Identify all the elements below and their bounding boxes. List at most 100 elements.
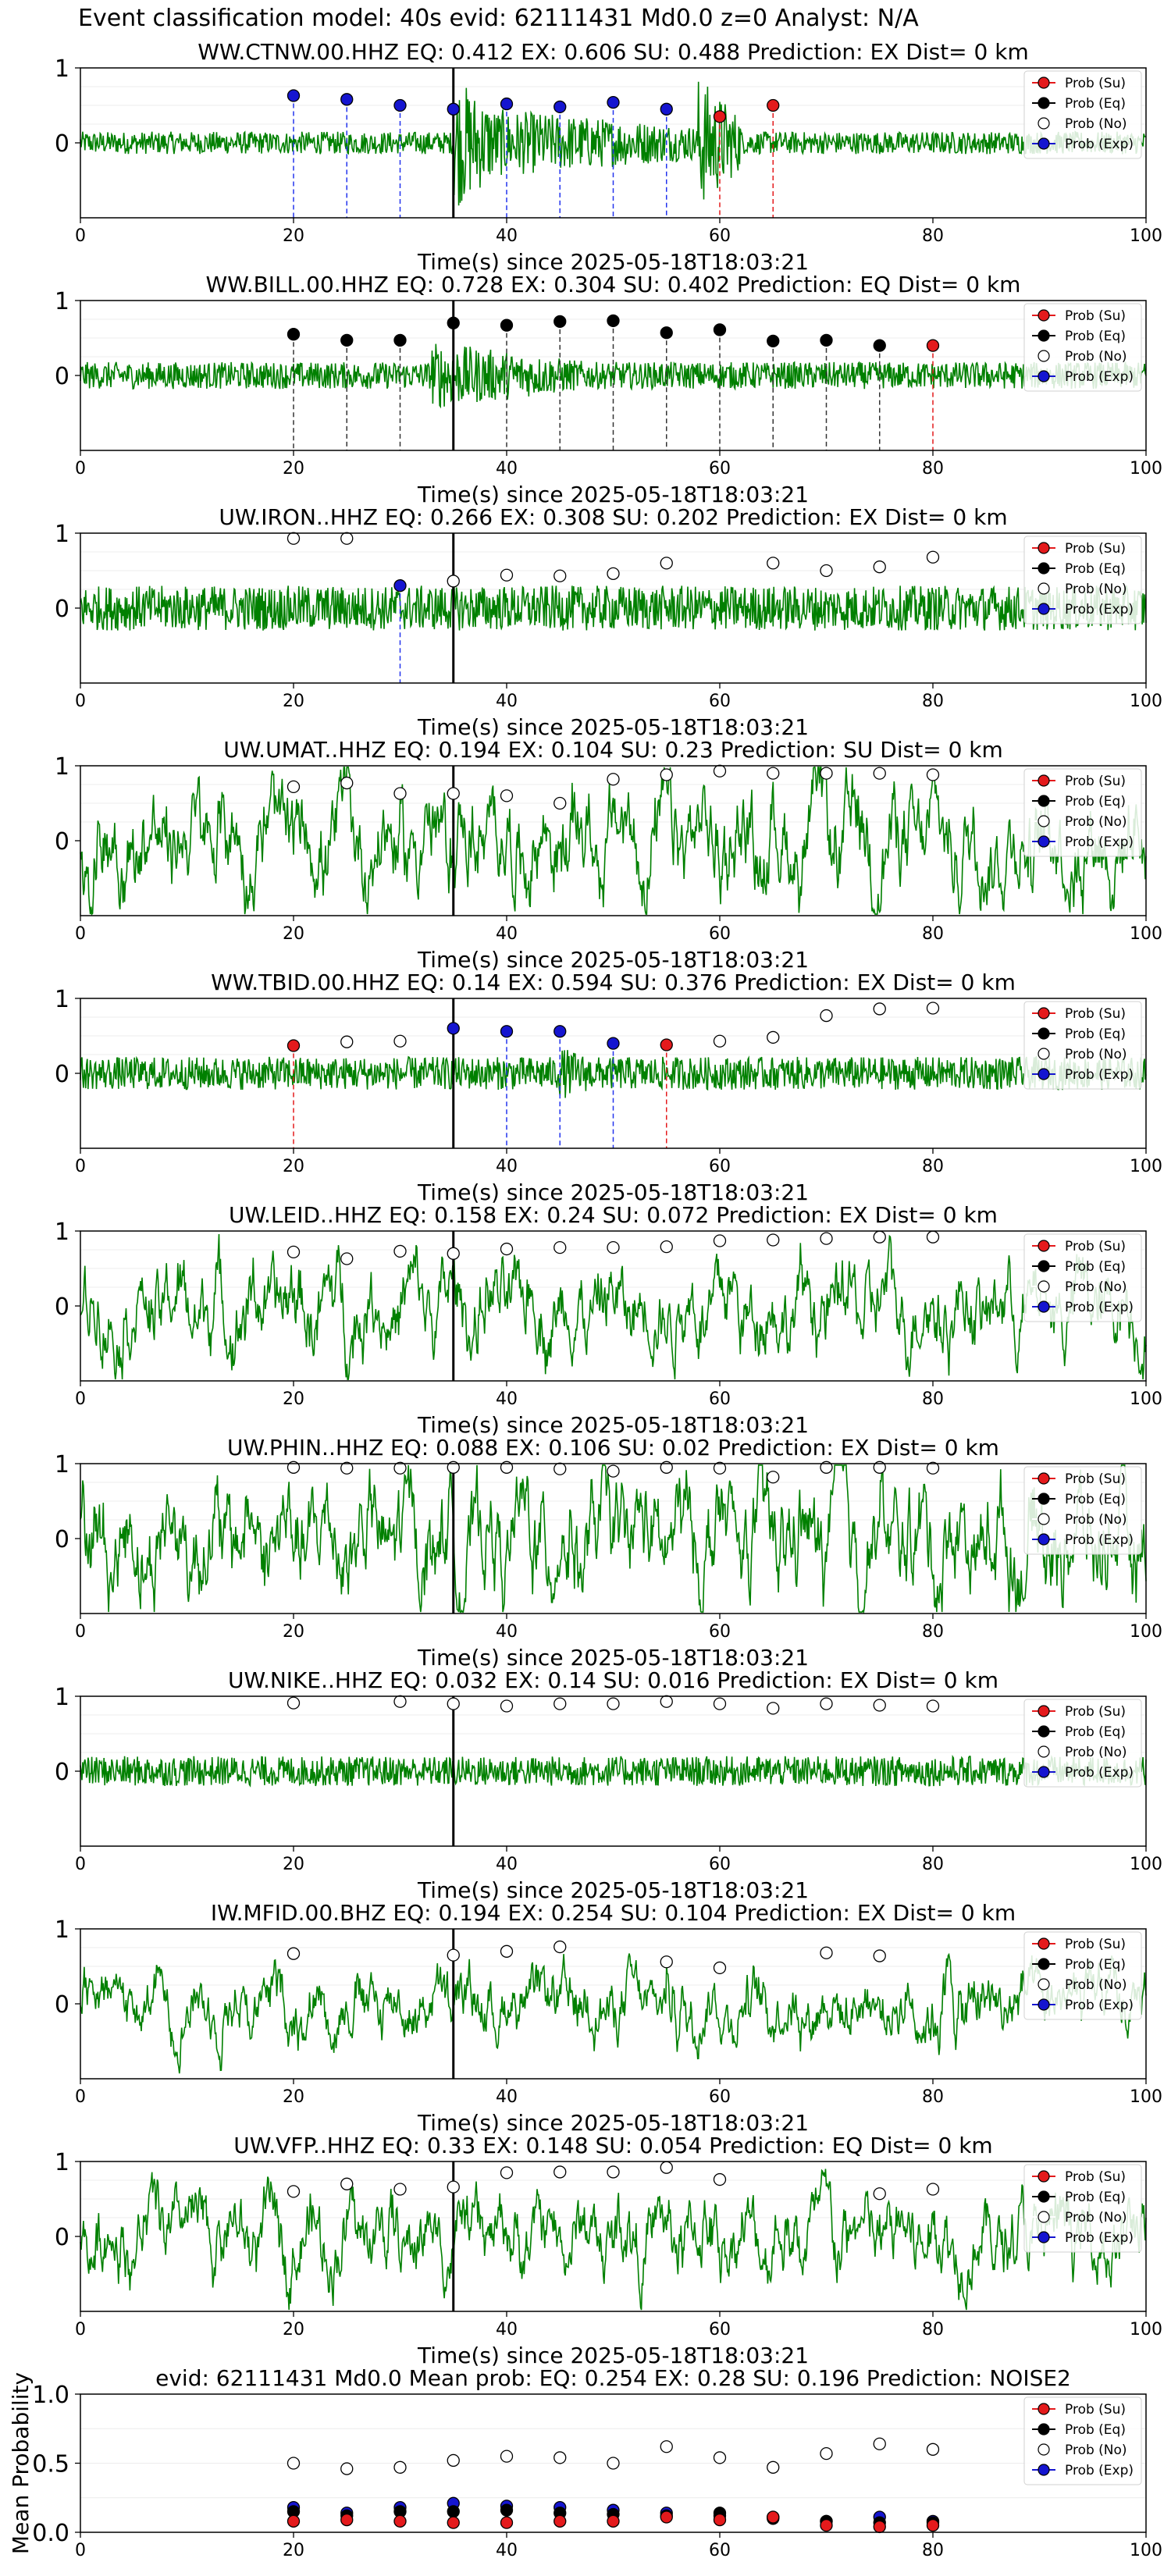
- legend-swatch-marker: [1038, 1705, 1050, 1717]
- x-tick-label: 100: [1130, 1389, 1162, 1409]
- legend-label: Prob (No): [1065, 349, 1127, 365]
- x-tick-label: 100: [1130, 2320, 1162, 2339]
- legend-swatch-marker: [1038, 562, 1050, 575]
- legend-label: Prob (Exp): [1065, 137, 1134, 152]
- legend-label: Prob (No): [1065, 814, 1127, 830]
- x-tick-label: 60: [709, 2320, 731, 2339]
- probability-point: [926, 2183, 940, 2196]
- legend-swatch-marker: [1038, 835, 1050, 848]
- x-tick-label: 0: [75, 2541, 86, 2560]
- probability-point: [820, 333, 833, 347]
- mean-probability-point: [287, 2514, 301, 2528]
- probability-point: [287, 1696, 301, 1710]
- legend-label: Prob (Exp): [1065, 1532, 1134, 1548]
- legend-swatch-marker: [1038, 350, 1050, 362]
- legend: Prob (Su) Prob (Eq) Prob (No) Prob (Exp): [1023, 768, 1142, 857]
- y-axis-label: Mean Probability: [8, 2372, 34, 2554]
- x-tick-label: 60: [709, 2087, 731, 2107]
- legend-swatch-marker: [1038, 1513, 1050, 1525]
- legend: Prob (Su) Prob (Eq) Prob (No) Prob (Exp): [1023, 2164, 1142, 2253]
- probability-point: [553, 2165, 567, 2179]
- x-tick-label: 20: [283, 459, 304, 479]
- y-tick-label: 1: [55, 1916, 69, 1944]
- y-tick-label: 0: [55, 363, 69, 390]
- legend-swatch-marker: [1038, 370, 1050, 382]
- probability-point: [340, 1252, 354, 1265]
- legend-box: [1023, 2164, 1142, 2253]
- legend-label: Prob (Su): [1065, 1239, 1126, 1254]
- legend-swatch-marker: [1038, 2170, 1050, 2183]
- x-tick-label: 100: [1130, 2087, 1162, 2107]
- probability-point: [607, 2165, 620, 2179]
- legend: Prob (Su) Prob (Eq) Prob (No) Prob (Exp): [1023, 303, 1142, 392]
- y-tick-label: 1: [55, 986, 69, 1013]
- y-tick-label: 1: [55, 1684, 69, 1711]
- x-tick-label: 60: [709, 692, 731, 711]
- probability-point: [820, 1232, 833, 1245]
- probability-point: [660, 1695, 673, 1708]
- y-tick-label: 1.0: [32, 2382, 69, 2409]
- probability-point: [500, 1025, 514, 1038]
- probability-point: [287, 89, 301, 102]
- legend-label: Prob (Su): [1065, 541, 1126, 557]
- probability-point: [713, 2172, 727, 2186]
- x-tick-label: 100: [1130, 2541, 1162, 2560]
- y-tick-label: 1: [55, 55, 69, 83]
- x-axis-label: Time(s) since 2025-05-18T18:03:21: [417, 249, 809, 275]
- probability-point: [393, 787, 407, 800]
- probability-point: [713, 1961, 727, 1975]
- x-axis-label: Time(s) since 2025-05-18T18:03:21: [417, 1179, 809, 1205]
- probability-point: [713, 764, 727, 777]
- mean-probability-point: [767, 2510, 780, 2524]
- legend: Prob (Su) Prob (Eq) Prob (No) Prob (Exp): [1023, 535, 1142, 624]
- probability-point: [713, 1234, 727, 1247]
- legend-swatch-marker: [1038, 117, 1050, 130]
- probability-point: [500, 789, 514, 802]
- mean-probability-point: [553, 2514, 567, 2528]
- legend-label: Prob (Exp): [1065, 2463, 1134, 2478]
- x-tick-label: 80: [922, 924, 944, 944]
- x-tick-label: 60: [709, 1389, 731, 1409]
- x-tick-label: 0: [75, 1855, 86, 1874]
- x-tick-label: 100: [1130, 459, 1162, 479]
- probability-point: [660, 102, 673, 116]
- chart-panel-3: UW.IRON..HHZ EQ: 0.266 EX: 0.308 SU: 0.2…: [55, 504, 1162, 740]
- x-tick-label: 100: [1130, 1622, 1162, 1642]
- x-tick-label: 40: [496, 459, 518, 479]
- y-tick-label: 0.5: [32, 2451, 69, 2478]
- probability-point: [447, 2180, 460, 2194]
- chart-panel-6: UW.LEID..HHZ EQ: 0.158 EX: 0.24 SU: 0.07…: [55, 1202, 1162, 1438]
- probability-point: [873, 1002, 886, 1016]
- legend-swatch-marker: [1038, 2211, 1050, 2223]
- y-tick-label: 0.0: [32, 2520, 69, 2547]
- axes-frame: [80, 2161, 1147, 2312]
- mean-probability-point: [393, 2460, 407, 2474]
- panel-title: UW.IRON..HHZ EQ: 0.266 EX: 0.308 SU: 0.2…: [219, 504, 1007, 530]
- x-tick-label: 40: [496, 2541, 518, 2560]
- legend-swatch-marker: [1038, 795, 1050, 807]
- probability-point: [607, 567, 620, 580]
- legend: Prob (Su) Prob (Eq) Prob (No) Prob (Exp): [1023, 1001, 1142, 1090]
- probability-point: [873, 1699, 886, 1712]
- x-axis-label: Time(s) since 2025-05-18T18:03:21: [417, 1412, 809, 1438]
- x-tick-label: 60: [709, 459, 731, 479]
- panel-title: IW.MFID.00.BHZ EQ: 0.194 EX: 0.254 SU: 0…: [211, 1900, 1016, 1926]
- legend-label: Prob (Eq): [1065, 96, 1126, 112]
- probability-point: [340, 532, 354, 545]
- legend-swatch-marker: [1038, 1533, 1050, 1546]
- legend-box: [1023, 1931, 1142, 2020]
- x-tick-label: 0: [75, 2087, 86, 2107]
- legend-label: Prob (Eq): [1065, 2190, 1126, 2205]
- x-tick-label: 40: [496, 1622, 518, 1642]
- x-tick-label: 40: [496, 226, 518, 246]
- legend-swatch-marker: [1038, 97, 1050, 109]
- probability-point: [873, 1949, 886, 1962]
- legend: Prob (Su) Prob (Eq) Prob (No) Prob (Exp): [1023, 2396, 1142, 2485]
- probability-point: [713, 1697, 727, 1710]
- legend-swatch-marker: [1038, 1998, 1050, 2011]
- probability-point: [873, 1230, 886, 1244]
- legend: Prob (Su) Prob (Eq) Prob (No) Prob (Exp): [1023, 1931, 1142, 2020]
- probability-point: [926, 339, 940, 352]
- legend-label: Prob (No): [1065, 1047, 1127, 1062]
- legend-label: Prob (Exp): [1065, 602, 1134, 617]
